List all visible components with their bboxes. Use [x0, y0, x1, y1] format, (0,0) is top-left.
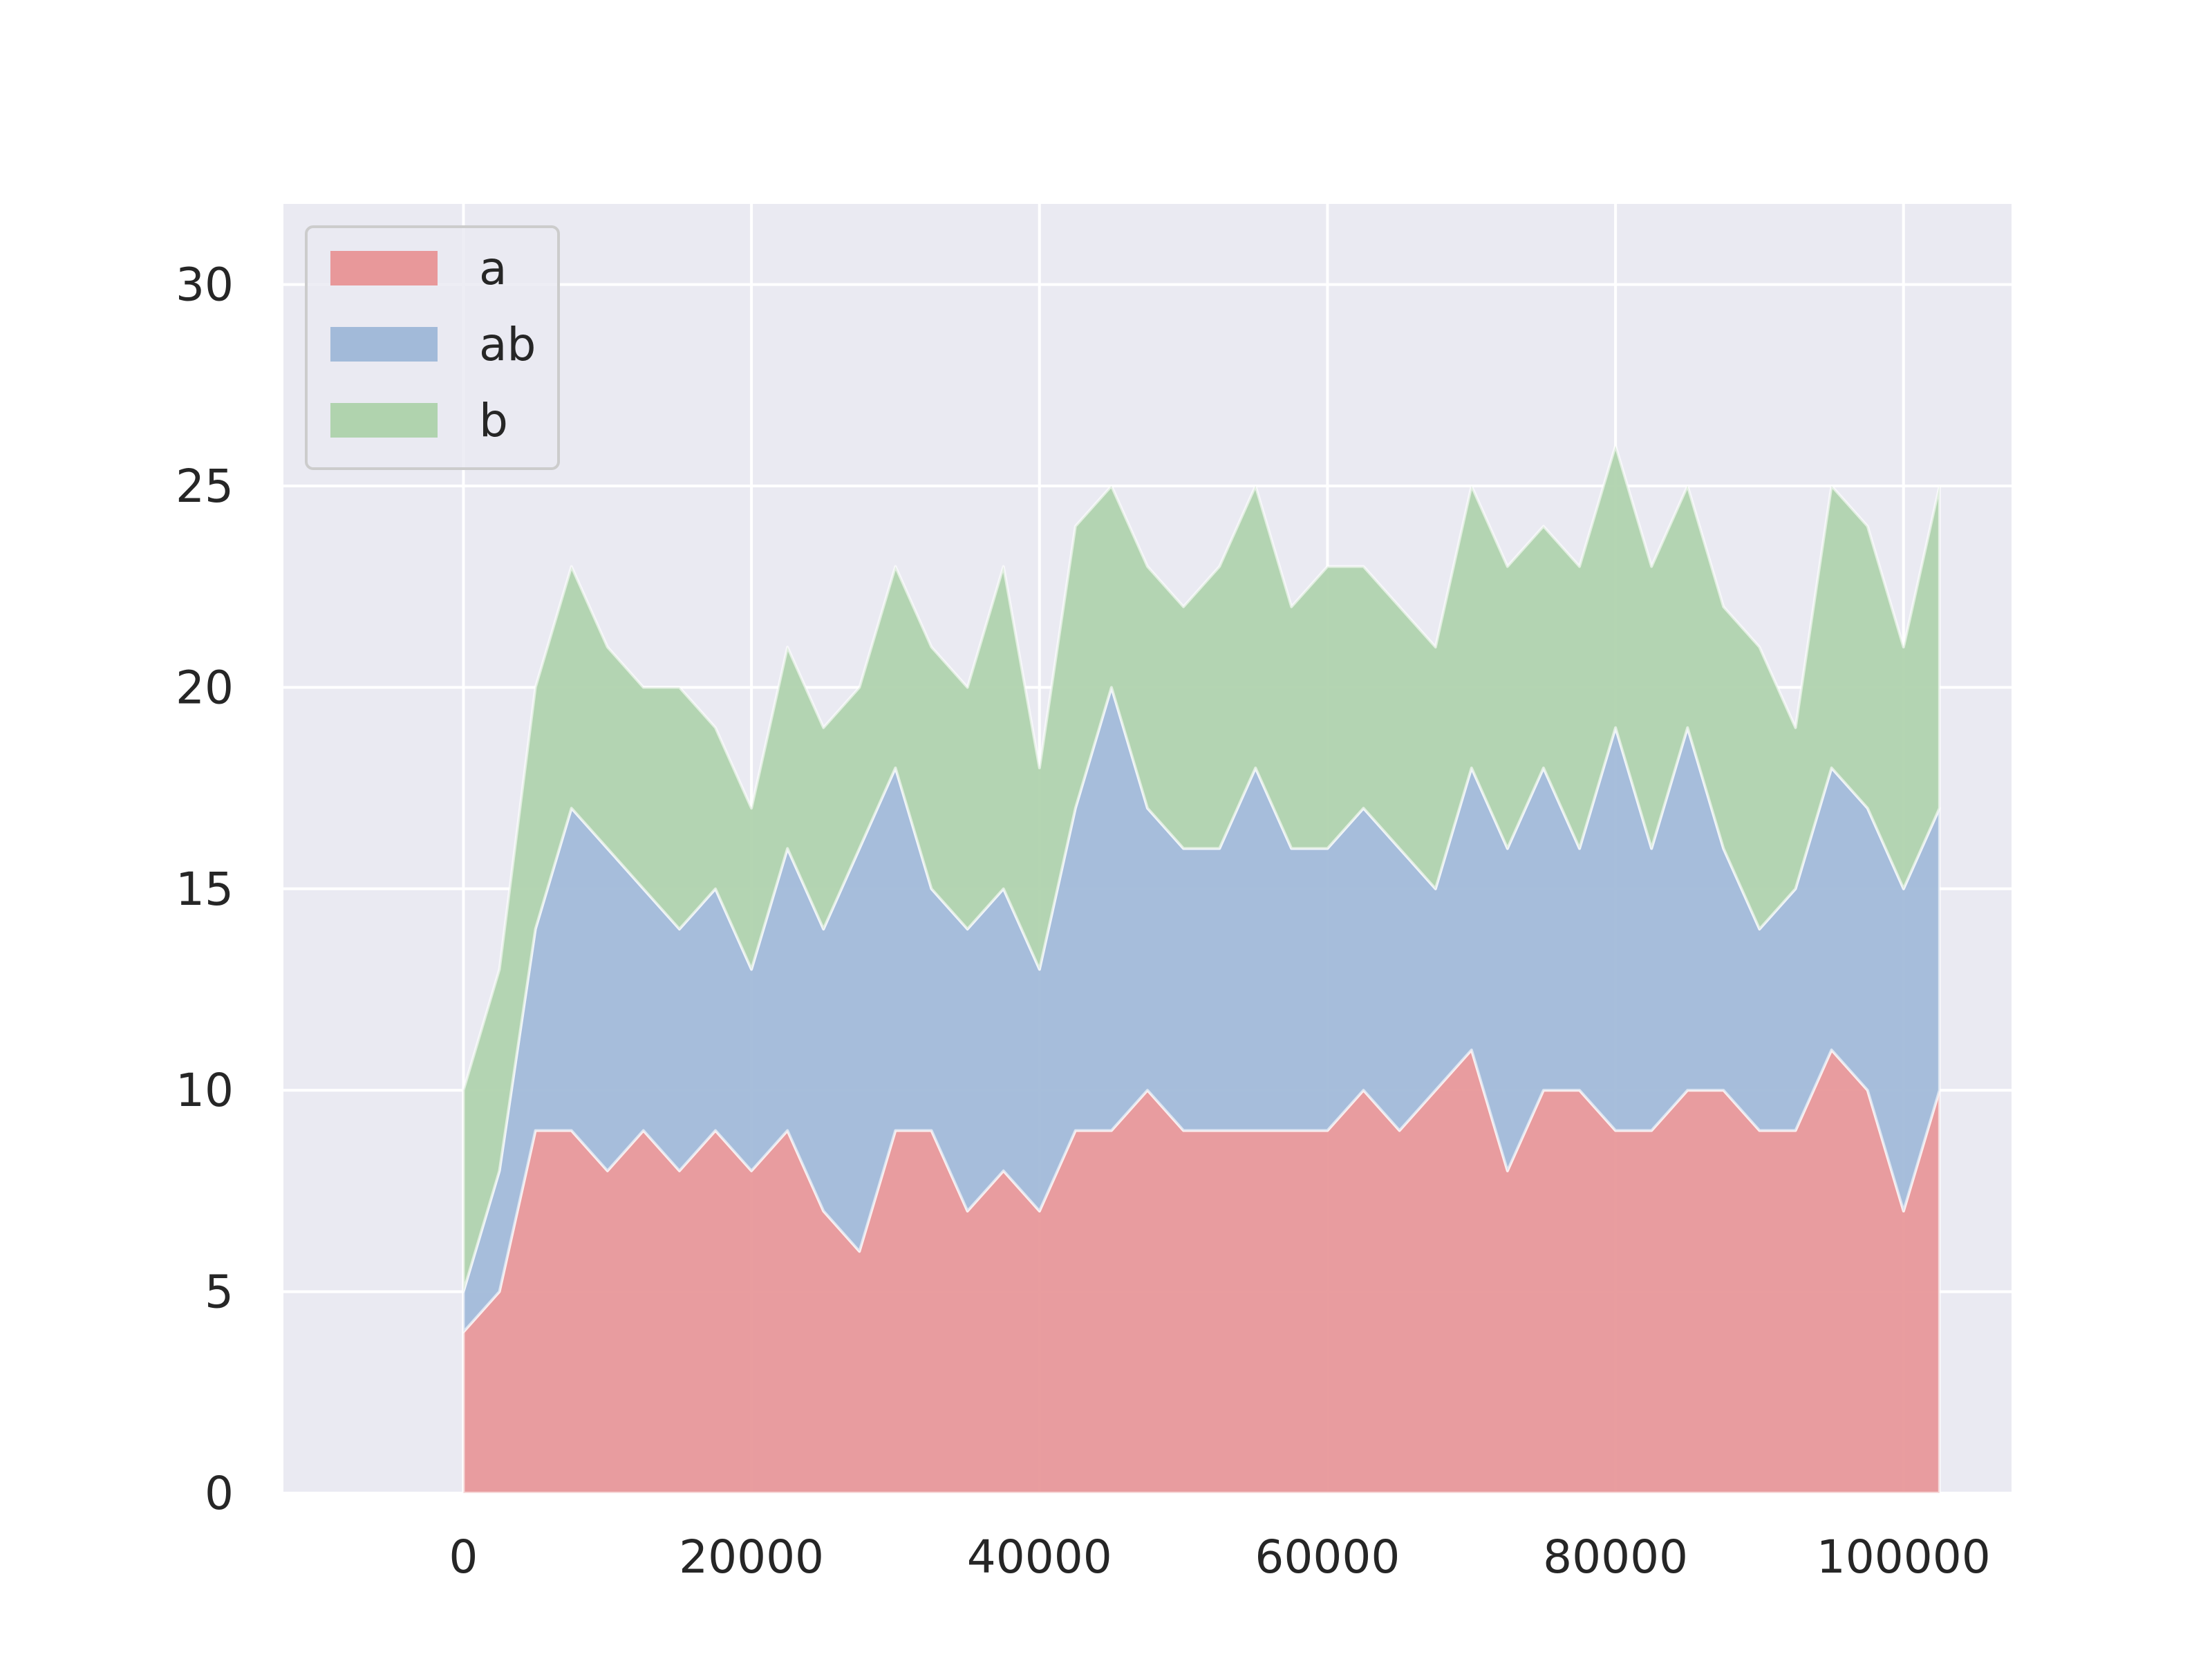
x-axis-ticks: 0 20000 40000 60000 80000 100000 — [449, 1530, 1990, 1584]
x-tick-label: 80000 — [1543, 1530, 1688, 1584]
y-tick-label: 5 — [205, 1266, 234, 1319]
x-tick-label: 20000 — [679, 1530, 824, 1584]
legend-label-b: b — [479, 394, 508, 447]
legend-label-a: a — [479, 242, 507, 295]
y-tick-label: 15 — [176, 863, 234, 916]
y-tick-label: 20 — [176, 661, 234, 714]
legend-swatch-ab — [330, 327, 438, 362]
y-tick-label: 25 — [176, 460, 234, 513]
legend: a ab b — [305, 225, 560, 470]
series-areas — [462, 444, 1941, 1494]
x-tick-label: 60000 — [1255, 1530, 1400, 1584]
legend-label-ab: ab — [479, 318, 536, 371]
y-tick-label: 30 — [176, 259, 234, 312]
x-tick-label: 100000 — [1817, 1530, 1991, 1584]
legend-swatch-a — [330, 251, 438, 285]
area-series-b — [462, 444, 1941, 1293]
x-tick-label: 40000 — [967, 1530, 1112, 1584]
y-axis-ticks: 0 5 10 15 20 25 30 — [176, 259, 234, 1520]
y-tick-label: 0 — [205, 1467, 234, 1520]
x-tick-label: 0 — [449, 1530, 478, 1584]
legend-swatch-b — [330, 403, 438, 438]
y-tick-label: 10 — [176, 1064, 234, 1117]
